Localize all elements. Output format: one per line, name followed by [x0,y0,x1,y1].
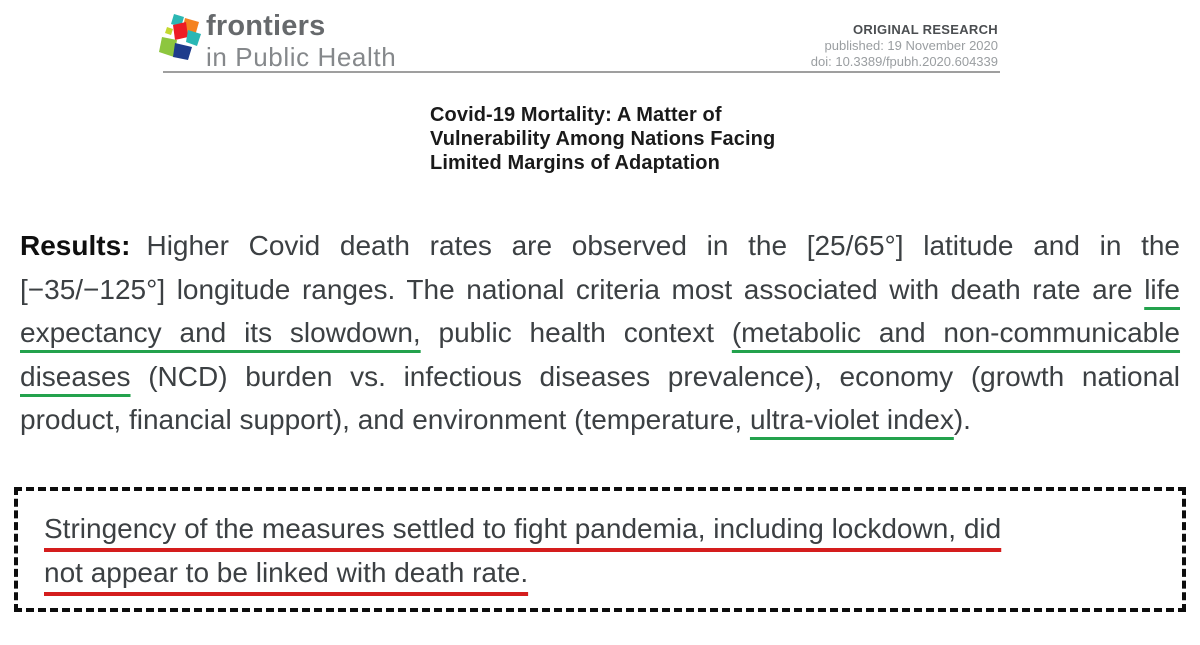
journal-brand-subtitle: in Public Health [206,42,397,72]
header-divider [163,71,1000,73]
article-type-label: ORIGINAL RESEARCH [853,22,998,37]
highlight-line: not appear to be linked with death rate. [44,557,529,588]
published-date: published: 19 November 2020 [824,38,998,53]
title-line: Limited Margins of Adaptation [430,152,720,174]
results-paragraph: Results: Higher Covid death rates are obs… [20,230,1181,435]
article-meta: ORIGINAL RESEARCH published: 19 November… [811,22,998,70]
title-line: Vulnerability Among Nations Facing [430,128,776,150]
title-line: Covid-19 Mortality: A Matter of [430,104,722,126]
journal-header-logo: frontiers in Public Health [158,12,396,70]
article-title: Covid-19 Mortality: A Matter of Vulnerab… [430,103,810,175]
frontiers-logo-icon [159,14,201,60]
doi-label: doi: 10.3389/fpubh.2020.604339 [810,54,998,69]
highlight-line: Stringency of the measures settled to fi… [44,513,1002,544]
highlight-box: Stringency of the measures settled to fi… [14,487,1186,612]
journal-brand-name: frontiers [206,10,326,42]
